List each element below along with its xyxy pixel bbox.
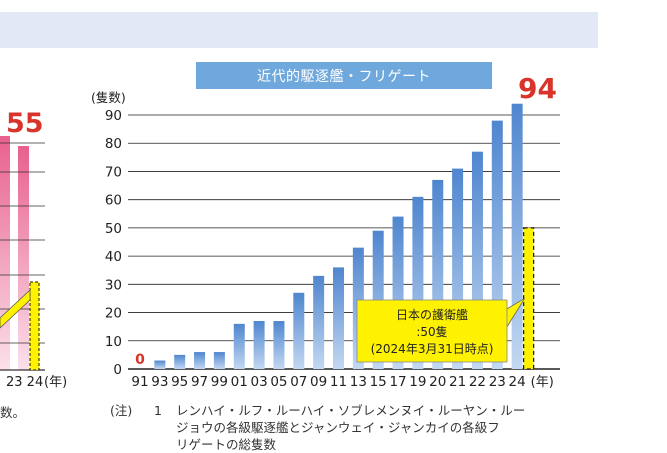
left-panel-bar xyxy=(0,136,10,370)
left-panel-highlight-bar xyxy=(29,281,40,371)
bar xyxy=(233,323,245,369)
left-panel-value-label: 55 xyxy=(6,108,44,139)
bar xyxy=(253,321,265,369)
annotations: 0 xyxy=(135,352,145,368)
left-panel-x-tail: 23 24 xyxy=(6,375,43,390)
notes-text: レンハイ・ルフ・ルーハイ・ソブレメンヌイ・ルーヤン・ルー ジョウの各級駆逐艦とジ… xyxy=(176,402,616,453)
japan-bar xyxy=(523,227,535,370)
bar xyxy=(194,352,206,369)
bar xyxy=(392,216,404,369)
y-tick-label: 80 xyxy=(105,136,122,152)
x-tick-label: 15 xyxy=(370,374,387,390)
left-panel-footer: 数。 xyxy=(0,405,26,420)
bar xyxy=(491,120,503,370)
y-tick-label: 40 xyxy=(105,249,122,265)
y-tick-label: 90 xyxy=(105,108,122,124)
x-tick-label: 99 xyxy=(211,374,228,390)
y-tick-label: 10 xyxy=(105,334,122,350)
bar xyxy=(511,103,523,369)
x-tick-label: 17 xyxy=(389,374,406,390)
x-tick-label: 03 xyxy=(251,374,268,390)
bar xyxy=(333,267,344,369)
y-tick-label: 20 xyxy=(105,306,122,322)
y-axis-unit-label: (隻数) xyxy=(91,90,126,105)
y-tick-label: 70 xyxy=(105,164,122,180)
bar xyxy=(273,321,285,369)
x-tick-label: 09 xyxy=(310,374,327,390)
chart-title: 近代的駆逐艦・フリゲート xyxy=(196,62,492,89)
x-tick-label: 11 xyxy=(330,374,347,390)
y-axis-ticks: 0 10 20 30 40 50 60 70 80 90 xyxy=(105,108,122,378)
bar xyxy=(452,168,464,369)
x-tick-label: 19 xyxy=(409,374,426,390)
bar xyxy=(293,292,305,369)
x-tick-label: 95 xyxy=(171,374,188,390)
callout-text: 日本の護衛艦 xyxy=(396,307,468,322)
bar xyxy=(313,275,325,369)
bar xyxy=(471,151,483,369)
x-tick-label: 21 xyxy=(449,374,466,390)
x-tick-label: 20 xyxy=(429,374,446,390)
latest-value-label: 94 xyxy=(518,72,557,105)
y-tick-label: 60 xyxy=(105,193,122,209)
japan-comparison: 日本の護衛艦 :50隻 (2024年3月31日時点) xyxy=(356,227,535,370)
left-panel-bar xyxy=(18,146,29,370)
header-band xyxy=(0,12,598,48)
y-tick-label: 30 xyxy=(105,277,122,293)
bar xyxy=(412,196,424,369)
x-tick-label: 97 xyxy=(191,374,208,390)
notes-number: 1 xyxy=(154,403,162,418)
x-tick-label: 23 xyxy=(489,374,506,390)
y-tick-label: 50 xyxy=(105,221,122,237)
notes-line: レンハイ・ルフ・ルーハイ・ソブレメンヌイ・ルーヤン・ルー xyxy=(176,403,526,418)
bar xyxy=(154,360,166,369)
left-panel: 23 24 (年) xyxy=(0,136,67,390)
notes-line: ジョウの各級駆逐艦とジャンウェイ・ジャンカイの各級フ xyxy=(176,420,500,435)
x-tick-label: 22 xyxy=(469,374,486,390)
bar xyxy=(432,179,444,369)
left-panel-callout-pointer xyxy=(0,289,31,329)
left-panel-x-unit: (年) xyxy=(44,375,67,390)
x-tick-label: 05 xyxy=(270,374,287,390)
bar xyxy=(213,352,225,369)
callout-text: (2024年3月31日時点) xyxy=(371,342,494,356)
x-axis-ticks: 91 93 95 97 99 01 03 05 07 09 11 13 15 17 19 20 21 22 23 24… xyxy=(131,374,553,390)
x-tick-label: 24 xyxy=(509,374,526,390)
y-tick-label: 0 xyxy=(113,362,122,378)
x-tick-label: 07 xyxy=(290,374,307,390)
notes-tag: (注) xyxy=(110,403,133,418)
callout-box xyxy=(356,299,508,363)
x-axis-unit-label: (年) xyxy=(531,375,554,390)
first-value-label: 0 xyxy=(135,352,145,368)
x-tick-label: 01 xyxy=(231,374,248,390)
bar xyxy=(174,354,186,369)
x-tick-label: 13 xyxy=(350,374,367,390)
x-tick-label: 91 xyxy=(131,374,148,390)
callout-text: :50隻 xyxy=(416,324,447,339)
x-tick-label: 93 xyxy=(151,374,168,390)
